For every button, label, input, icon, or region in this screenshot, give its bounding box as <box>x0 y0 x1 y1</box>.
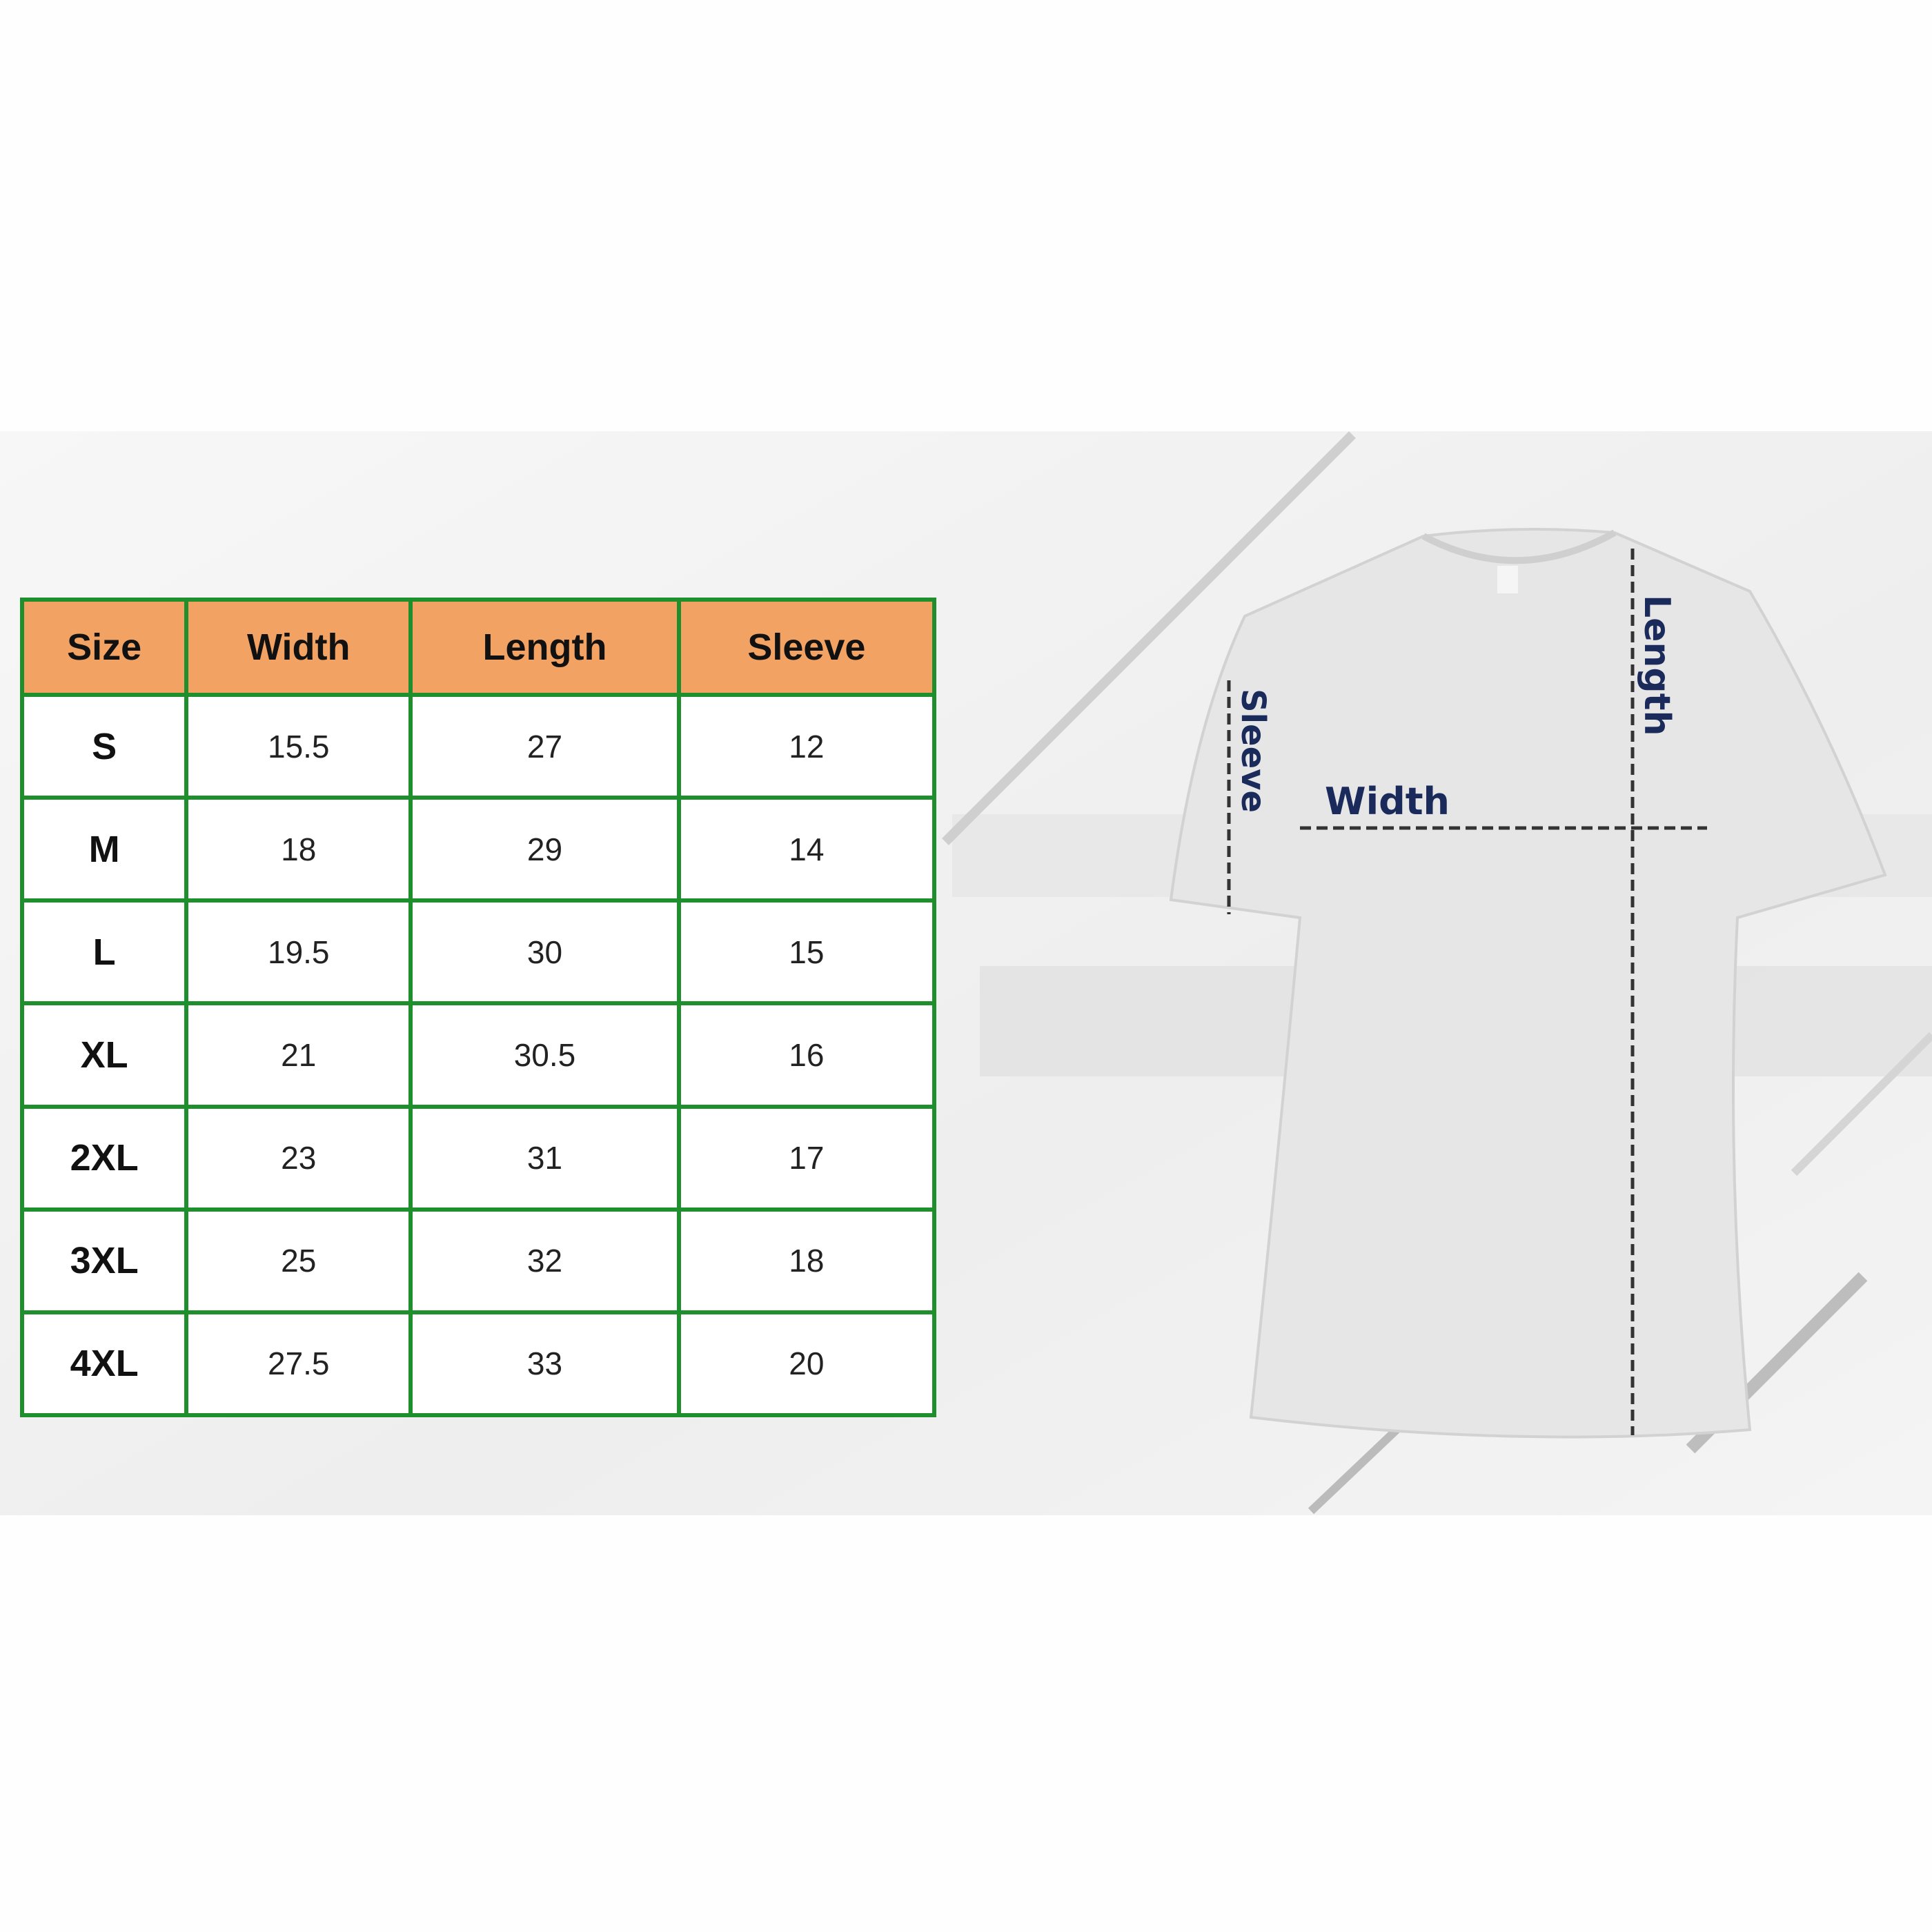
table-row: M 18 29 14 <box>19 796 937 903</box>
cell-width: 15.5 <box>184 692 413 800</box>
cell-sleeve: 18 <box>676 1207 937 1314</box>
cell-width: 25 <box>184 1207 413 1314</box>
table-row: S 15.5 27 12 <box>19 692 937 800</box>
cell-length: 31 <box>408 1104 681 1212</box>
table-row: 2XL 23 31 17 <box>19 1104 937 1212</box>
cell-width: 18 <box>184 796 413 903</box>
cell-sleeve: 14 <box>676 796 937 903</box>
background-diagonal <box>1791 1032 1932 1176</box>
cell-length: 30.5 <box>408 1001 681 1109</box>
header-size: Size <box>19 598 189 697</box>
header-sleeve: Sleeve <box>676 598 937 697</box>
table-row: 3XL 25 32 18 <box>19 1207 937 1314</box>
table-row: XL 21 30.5 16 <box>19 1001 937 1109</box>
cell-width: 21 <box>184 1001 413 1109</box>
cell-size: L <box>19 898 189 1006</box>
length-label: Length <box>1636 595 1677 736</box>
cell-sleeve: 15 <box>676 898 937 1006</box>
background-diagonal <box>942 431 1356 845</box>
cell-size: XL <box>19 1001 189 1109</box>
sleeve-label: Sleeve <box>1234 689 1272 813</box>
cell-size: 3XL <box>19 1207 189 1314</box>
cell-sleeve: 17 <box>676 1104 937 1212</box>
cell-length: 30 <box>408 898 681 1006</box>
table-header-row: Size Width Length Sleeve <box>19 598 937 697</box>
cell-size: 4XL <box>19 1310 189 1418</box>
width-label: Width <box>1325 780 1450 823</box>
cell-width: 19.5 <box>184 898 413 1006</box>
cell-width: 27.5 <box>184 1310 413 1418</box>
cell-width: 23 <box>184 1104 413 1212</box>
tshirt-illustration <box>1169 528 1887 1439</box>
cell-length: 33 <box>408 1310 681 1418</box>
size-chart-table: Size Width Length Sleeve S 15.5 27 12 M 18 29 1… <box>19 598 937 1418</box>
cell-length: 27 <box>408 692 681 800</box>
cell-length: 29 <box>408 796 681 903</box>
cell-size: S <box>19 692 189 800</box>
table-row: 4XL 27.5 33 20 <box>19 1310 937 1418</box>
table-row: L 19.5 30 15 <box>19 898 937 1006</box>
cell-size: M <box>19 796 189 903</box>
shirt-tag <box>1497 566 1518 593</box>
cell-length: 32 <box>408 1207 681 1314</box>
cell-sleeve: 20 <box>676 1310 937 1418</box>
header-length: Length <box>408 598 681 697</box>
cell-sleeve: 12 <box>676 692 937 800</box>
cell-sleeve: 16 <box>676 1001 937 1109</box>
cell-size: 2XL <box>19 1104 189 1212</box>
header-width: Width <box>184 598 413 697</box>
